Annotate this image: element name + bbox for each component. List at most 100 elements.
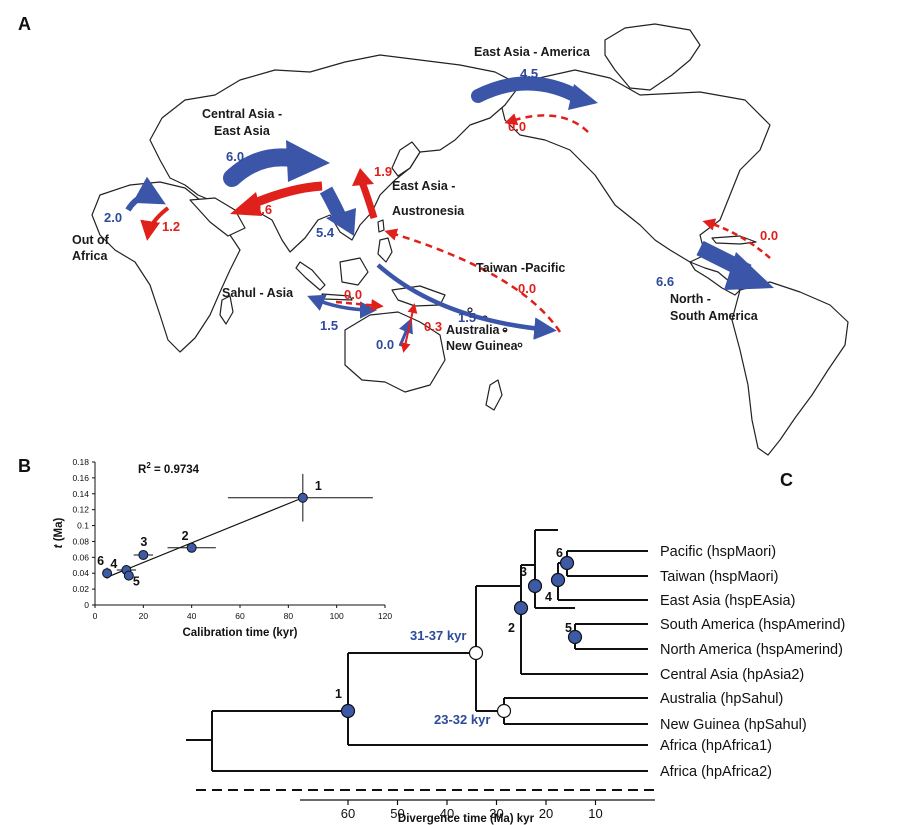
x-ticks: 0 20 40 60 80 100 120 (93, 605, 392, 621)
arrow-ea-am-red (504, 113, 589, 133)
y-tick-label: 0 (84, 600, 89, 610)
x-axis-label: Calibration time (kyr) (182, 627, 297, 639)
rate-ooa-red: 1.2 (162, 219, 180, 234)
rate-tp-red: 0.0 (518, 281, 536, 296)
y-tick-label: 0.08 (72, 536, 89, 546)
node-5 (567, 629, 583, 645)
leaf-label: Taiwan (hspMaori) (660, 569, 778, 585)
pacific-island (467, 307, 473, 313)
rate-sa-red: 0.0 (344, 287, 362, 302)
date-label-1: 31-37 kyr (410, 628, 466, 643)
north-america (499, 69, 771, 263)
y-ticks: 0 0.02 0.04 0.06 0.08 0.1 0.12 0.14 0.16 0.18 (72, 457, 95, 610)
rate-ea-au-red: 1.9 (374, 164, 392, 179)
label-central-asia-1: Central Asia - (202, 107, 282, 121)
arrow-sa-red (335, 298, 384, 312)
y-tick-label: 0.18 (72, 457, 89, 467)
x-tick-label: 80 (284, 611, 294, 621)
tree-time-axis: 60 50 40 30 20 10 (300, 799, 655, 821)
caribbean-islands (711, 235, 757, 245)
tree-axis-tick-label: 30 (489, 806, 503, 821)
leaf-label: East Asia (hspEAsia) (660, 593, 795, 609)
phylogenetic-tree (186, 529, 648, 772)
label-central-asia-2: East Asia (214, 124, 271, 138)
point-label: 6 (97, 554, 104, 568)
point-label: 4 (110, 557, 117, 571)
point-label: 3 (140, 535, 147, 549)
label-taiwan-pacific: Taiwan -Pacific (476, 261, 565, 275)
y-tick-label: 0.02 (72, 584, 89, 594)
x-tick-label: 20 (139, 611, 149, 621)
node-label-6: 6 (556, 546, 563, 560)
rate-ooa-blue: 2.0 (104, 210, 122, 225)
arrowhead (230, 192, 262, 216)
node-label-4: 4 (545, 590, 552, 604)
x-tick-label: 0 (93, 611, 98, 621)
rate-ang-blue: 0.0 (376, 337, 394, 352)
fit-line (106, 497, 304, 578)
arrow-ang-red (400, 303, 418, 353)
philippines (377, 237, 393, 263)
data-point (297, 492, 308, 503)
new-zealand (485, 379, 503, 411)
node-1 (340, 703, 356, 719)
point-label: 1 (315, 479, 322, 493)
australia (344, 311, 446, 393)
rate-ea-au-blue: 5.4 (316, 225, 335, 240)
migration-arrows (125, 76, 774, 353)
leaf-label: New Guinea (hpSahul) (660, 717, 807, 733)
greenland (604, 23, 701, 91)
label-east-asia-america: East Asia - America (474, 45, 591, 59)
arrow-sa-blue (307, 294, 378, 319)
node-label-1: 1 (335, 687, 342, 701)
taiwan (377, 219, 385, 233)
scatter-plot: 00.020.040.060.080.10.120.140.160.18 0 20… (53, 457, 392, 639)
data-points (102, 492, 308, 581)
tree-axis-tick-label: 20 (539, 806, 553, 821)
panel-label-a: A (18, 14, 31, 34)
tree-axis-label: Divergence time (Ma) kyr (398, 813, 535, 825)
node-3 (527, 578, 543, 594)
node-label-2: 2 (508, 621, 515, 635)
rate-nsa-blue: 6.6 (656, 274, 674, 289)
arrow-tp-blue (376, 263, 557, 340)
rate-ang-red: 0.3 (424, 319, 442, 334)
panel-label-c: C (780, 470, 793, 490)
pacific-island (517, 342, 523, 348)
tree-axis-tick-label: 50 (390, 806, 404, 821)
tree-axis-tick-label: 40 (440, 806, 454, 821)
rate-sa-blue: 1.5 (320, 318, 338, 333)
map-labels: East Asia - America 4.5 0.0 Central Asia… (72, 45, 778, 353)
point-label: 5 (133, 575, 140, 589)
node-date-2 (496, 703, 512, 719)
label-north-south-2: South America (670, 309, 759, 323)
arrow-tp-red (384, 228, 562, 333)
y-tick-label: 0.16 (72, 473, 89, 483)
point-label: 2 (182, 529, 189, 543)
label-out-of-africa-1: Out of (72, 233, 110, 247)
panel-label-b: B (18, 456, 31, 476)
arrow-ooa-blue (125, 176, 166, 212)
tree-axis-tick-label: 60 (341, 806, 355, 821)
data-point (102, 568, 113, 579)
node-date-1 (468, 645, 484, 661)
node-2 (513, 600, 529, 616)
x-tick-label: 120 (378, 611, 392, 621)
leaf-label: South America (hspAmerind) (660, 617, 845, 633)
leaf-label: Australia (hpSahul) (660, 691, 783, 707)
y-axis-label: t (Ma) (53, 518, 65, 549)
label-sahul-asia: Sahul - Asia (222, 286, 294, 300)
tree-nodes (340, 555, 583, 719)
rate-ea-am-blue: 4.5 (520, 66, 538, 81)
arrowhead (286, 140, 330, 182)
x-tick-label: 40 (187, 611, 197, 621)
arrowhead (352, 168, 374, 186)
leaf-label: Africa (hpAfrica1) (660, 738, 772, 754)
tree-axis-tick-label: 10 (588, 806, 602, 821)
y-tick-label: 0.06 (72, 552, 89, 562)
rate-nsa-red: 0.0 (760, 228, 778, 243)
y-tick-label: 0.14 (72, 489, 89, 499)
label-north-south-1: North - (670, 292, 711, 306)
sumatra (295, 261, 326, 291)
